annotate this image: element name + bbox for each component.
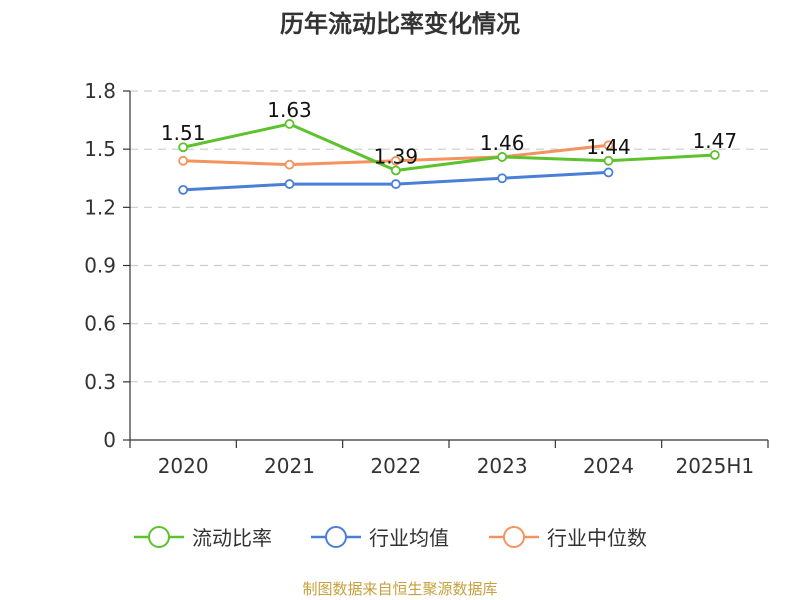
data-point xyxy=(390,155,401,166)
y-tick-label: 0.3 xyxy=(84,370,116,394)
y-tick-label: 0.6 xyxy=(84,312,116,336)
x-tick-label: 2023 xyxy=(477,454,528,478)
data-label: 1.47 xyxy=(693,129,738,153)
chart-title: 历年流动比率变化情况 xyxy=(280,10,520,38)
series-1 xyxy=(178,119,720,176)
data-point xyxy=(390,179,401,189)
axes: 0 0.3 0.6 0.9 1.2 1.5 1.8 2020 2021 2022 2023 2024 2… xyxy=(84,79,769,478)
x-tick-label: 2025H1 xyxy=(675,454,754,478)
legend-label: 行业均值 xyxy=(369,526,449,550)
x-tick-label: 2022 xyxy=(370,454,421,478)
grid-lines xyxy=(130,90,768,383)
y-tick-label: 0.9 xyxy=(84,254,116,278)
legend-marker xyxy=(148,526,170,548)
legend-label: 流动比率 xyxy=(192,526,272,550)
data-point xyxy=(284,119,295,129)
y-tick-label: 1.2 xyxy=(84,195,116,219)
data-point xyxy=(709,150,720,160)
data-point xyxy=(603,140,614,151)
data-label: 1.63 xyxy=(267,98,312,122)
data-point xyxy=(178,142,189,153)
data-point xyxy=(497,152,508,162)
data-point xyxy=(603,155,614,166)
data-point xyxy=(178,155,189,166)
y-tick-label: 0 xyxy=(103,428,116,452)
x-tick-label: 2021 xyxy=(264,454,315,478)
y-tick-label: 1.5 xyxy=(84,137,116,161)
legend-label: 行业中位数 xyxy=(547,526,647,550)
y-tick-label: 1.8 xyxy=(84,79,116,103)
data-labels: 1.51 1.63 1.39 1.46 1.44 1.47 xyxy=(161,98,737,169)
data-point xyxy=(390,165,401,176)
data-point xyxy=(178,184,189,195)
data-point xyxy=(284,179,295,189)
series-layer xyxy=(178,119,720,195)
legend-item-2: 行业均值 xyxy=(311,526,449,550)
data-label: 1.44 xyxy=(586,135,631,159)
data-point xyxy=(603,167,614,178)
series-2 xyxy=(178,167,614,195)
data-point xyxy=(284,159,295,170)
legend-marker xyxy=(503,526,525,548)
series-line xyxy=(182,122,715,172)
data-label: 1.51 xyxy=(161,121,206,145)
data-label: 1.39 xyxy=(374,144,419,168)
legend-marker xyxy=(325,526,347,548)
legend-item-1: 流动比率 xyxy=(134,526,272,550)
x-tick-label: 2024 xyxy=(583,454,634,478)
x-tick-label: 2020 xyxy=(158,454,209,478)
legend-item-3: 行业中位数 xyxy=(489,526,647,550)
data-point xyxy=(497,173,508,184)
legend: 流动比率 行业均值 行业中位数 xyxy=(134,526,647,550)
source-note: 制图数据来自恒生聚源数据库 xyxy=(302,580,497,598)
data-label: 1.46 xyxy=(480,131,525,155)
